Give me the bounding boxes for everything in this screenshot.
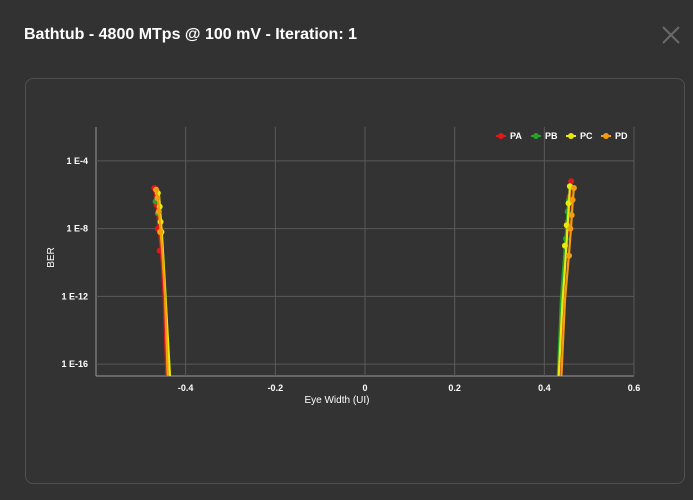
- x-tick-label: -0.2: [268, 383, 284, 393]
- data-point-pd: [567, 225, 574, 232]
- legend-swatch-pc: [568, 133, 574, 139]
- legend-label-pa[interactable]: PA: [510, 131, 522, 141]
- legend-label-pb[interactable]: PB: [545, 131, 558, 141]
- y-tick-label: 1 E-4: [66, 156, 88, 166]
- legend-swatch-pd: [603, 133, 609, 139]
- x-tick-label: -0.4: [178, 383, 194, 393]
- y-axis-title: BER: [46, 247, 57, 268]
- data-point-pd: [569, 196, 576, 203]
- y-tick-label: 1 E-16: [61, 359, 88, 369]
- data-point-pd: [154, 195, 161, 202]
- y-tick-label: 1 E-8: [66, 224, 88, 234]
- series-line-pc: [557, 186, 571, 377]
- legend-swatch-pb: [533, 133, 539, 139]
- data-point-pd: [565, 252, 572, 259]
- data-point-pd: [568, 212, 575, 219]
- legend-swatch-pa: [498, 133, 504, 139]
- data-point-pc: [561, 242, 568, 249]
- data-point-pc: [565, 200, 572, 207]
- x-axis-title: Eye Width (UI): [304, 395, 369, 406]
- chart-panel: -0.4 -0.2 0 0.2 0.4 0.6 1 E-4 1 E-8 1 E-12 1 E-16…: [25, 78, 685, 484]
- legend-label-pc[interactable]: PC: [580, 131, 593, 141]
- data-point-pd: [155, 208, 162, 215]
- close-button[interactable]: [656, 20, 686, 50]
- x-tick-label: 0: [362, 383, 367, 393]
- close-icon: [662, 26, 680, 44]
- y-tick-label: 1 E-12: [61, 291, 88, 301]
- x-tick-label: 0.2: [448, 383, 461, 393]
- data-point-pd: [157, 229, 164, 236]
- data-point-pd: [153, 186, 160, 193]
- x-tick-label: 0.4: [538, 383, 551, 393]
- data-point-pd: [570, 184, 577, 191]
- legend-label-pd[interactable]: PD: [615, 131, 628, 141]
- x-tick-label: 0.6: [628, 383, 641, 393]
- dialog-title-bar: Bathtub - 4800 MTps @ 100 mV - Iteration…: [0, 0, 693, 70]
- bathtub-chart: -0.4 -0.2 0 0.2 0.4 0.6 1 E-4 1 E-8 1 E-12 1 E-16…: [46, 127, 641, 406]
- data-point-pa: [568, 178, 575, 185]
- dialog-title: Bathtub - 4800 MTps @ 100 mV - Iteration…: [24, 26, 357, 43]
